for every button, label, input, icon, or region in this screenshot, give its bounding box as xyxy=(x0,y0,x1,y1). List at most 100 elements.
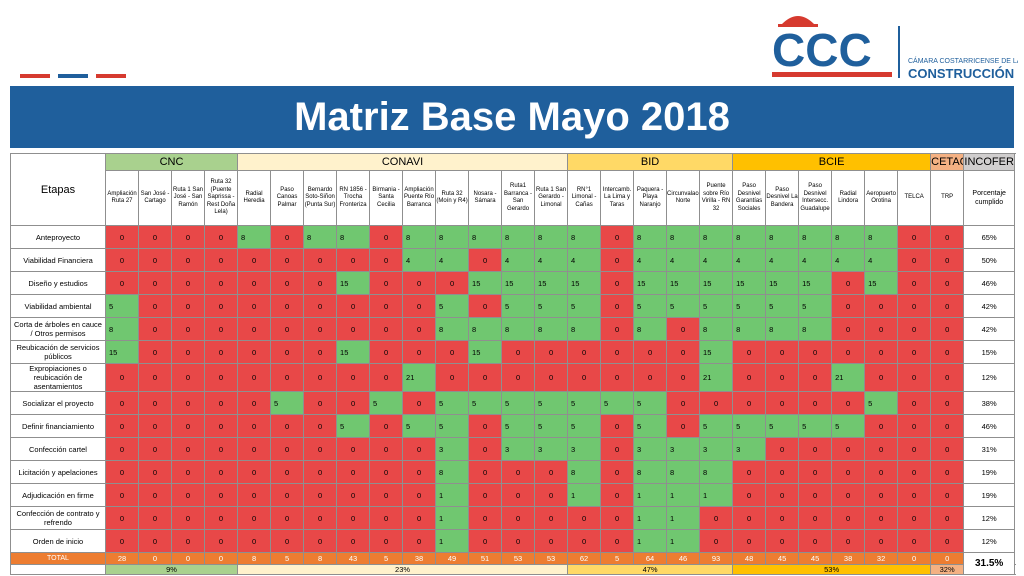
matrix-cell: 21 xyxy=(699,363,734,392)
matrix-cell: 0 xyxy=(270,225,305,249)
total-cell: 46 xyxy=(666,552,701,565)
matrix-cell: 0 xyxy=(336,483,371,507)
matrix-cell: 1 xyxy=(633,506,668,530)
matrix-cell: 0 xyxy=(732,506,767,530)
matrix-cell: 8 xyxy=(831,225,866,249)
project-header: RN°1 Limonal - Cañas xyxy=(567,170,602,226)
matrix-cell: 0 xyxy=(237,391,272,415)
matrix-cell: 0 xyxy=(270,414,305,438)
matrix-cell: 0 xyxy=(237,460,272,484)
matrix-cell: 3 xyxy=(534,437,569,461)
stage-label: Diseño y estudios xyxy=(10,271,106,295)
matrix-cell: 1 xyxy=(435,529,470,553)
matrix-cell: 8 xyxy=(798,225,833,249)
project-header: Paso Desnivel Intersecc. Guadalupe xyxy=(798,170,833,226)
row-percent: 19% xyxy=(963,483,1016,507)
matrix-cell: 0 xyxy=(402,317,437,341)
matrix-cell: 0 xyxy=(930,317,965,341)
matrix-cell: 0 xyxy=(171,225,205,249)
matrix-cell: 0 xyxy=(468,437,503,461)
matrix-cell: 0 xyxy=(303,363,338,392)
total-cell: 28 xyxy=(105,552,139,565)
matrix-cell: 0 xyxy=(732,391,767,415)
matrix-cell: 0 xyxy=(203,248,239,272)
table-row: Orden de inicio 0 0 0 0 0 0 0 0 0 0 1 0 0 0 0 0 1 1 0 0 0 0 0 0 0… xyxy=(10,529,1016,553)
matrix-cell: 0 xyxy=(765,506,800,530)
matrix-cell: 0 xyxy=(138,225,172,249)
matrix-cell: 0 xyxy=(765,460,800,484)
matrix-cell: 15 xyxy=(699,271,734,295)
percent-subheader: Porcentaje cumplido xyxy=(963,170,1016,226)
matrix-cell: 0 xyxy=(798,391,833,415)
matrix-cell: 4 xyxy=(501,248,536,272)
matrix-cell: 0 xyxy=(765,340,800,364)
matrix-cell: 8 xyxy=(567,317,602,341)
group-header-cetac: CETAC xyxy=(930,153,965,171)
matrix-cell: 0 xyxy=(501,529,536,553)
matrix-cell: 21 xyxy=(402,363,437,392)
matrix-cell: 0 xyxy=(237,363,272,392)
group-percent-bcie: 53% xyxy=(732,564,932,575)
svg-text:CONSTRUCCIÓN: CONSTRUCCIÓN xyxy=(908,66,1014,81)
hard-hat-icon xyxy=(778,16,818,27)
matrix-cell: 4 xyxy=(831,248,866,272)
matrix-cell: 5 xyxy=(732,414,767,438)
project-header: Aeropuerto Orotina xyxy=(864,170,899,226)
total-cell: 32 xyxy=(864,552,899,565)
matrix-cell: 0 xyxy=(798,529,833,553)
row-percent: 12% xyxy=(963,506,1016,530)
matrix-cell: 0 xyxy=(369,271,404,295)
group-header-incofer: INCOFER xyxy=(963,153,1016,171)
matrix-cell: 1 xyxy=(633,483,668,507)
matrix-cell: 5 xyxy=(534,391,569,415)
matrix-cell: 5 xyxy=(633,294,668,318)
table-row: Reubicación de servicios públicos 15 0 0 0 0 0… xyxy=(10,340,1016,364)
row-percent: 31% xyxy=(963,437,1016,461)
matrix-cell: 8 xyxy=(666,460,701,484)
matrix-cell: 5 xyxy=(831,414,866,438)
matrix-cell: 5 xyxy=(501,391,536,415)
stage-label: Socializar el proyecto xyxy=(10,391,106,415)
matrix-cell: 0 xyxy=(930,460,965,484)
matrix-cell: 0 xyxy=(171,437,205,461)
matrix-cell: 0 xyxy=(864,437,899,461)
matrix-cell: 0 xyxy=(600,248,635,272)
matrix-cell: 0 xyxy=(468,483,503,507)
matrix-cell: 0 xyxy=(402,483,437,507)
group-header-bid: BID xyxy=(567,153,734,171)
matrix-cell: 0 xyxy=(336,460,371,484)
project-header: Ampliación Ruta 27 xyxy=(105,170,139,226)
matrix-cell: 0 xyxy=(732,363,767,392)
matrix-cell: 0 xyxy=(303,529,338,553)
project-header: TELCA xyxy=(897,170,932,226)
matrix-cell: 8 xyxy=(468,317,503,341)
matrix-cell: 0 xyxy=(798,483,833,507)
overall-percent: 31.5% xyxy=(963,552,1016,575)
title-banner: Matriz Base Mayo 2018 xyxy=(10,86,1014,148)
row-percent: 12% xyxy=(963,529,1016,553)
matrix-cell: 0 xyxy=(930,271,965,295)
matrix-cell: 0 xyxy=(138,506,172,530)
matrix-cell: 0 xyxy=(138,317,172,341)
matrix-cell: 0 xyxy=(336,317,371,341)
matrix-cell: 0 xyxy=(864,529,899,553)
matrix-cell: 5 xyxy=(105,294,139,318)
matrix-cell: 0 xyxy=(897,248,932,272)
matrix-cell: 0 xyxy=(864,363,899,392)
matrix-cell: 5 xyxy=(567,294,602,318)
matrix-cell: 1 xyxy=(567,483,602,507)
matrix-cell: 0 xyxy=(798,363,833,392)
matrix-cell: 0 xyxy=(765,483,800,507)
total-cell: 0 xyxy=(138,552,172,565)
matrix-cell: 0 xyxy=(897,363,932,392)
matrix-cell: 3 xyxy=(732,437,767,461)
project-header: Puente sobre Río Virilla - RN 32 xyxy=(699,170,734,226)
matrix-cell: 0 xyxy=(402,460,437,484)
matrix-cell: 0 xyxy=(402,437,437,461)
matrix-cell: 0 xyxy=(237,506,272,530)
matrix-cell: 0 xyxy=(105,363,139,392)
table-row: Definir financiamiento 0 0 0 0 0 0 0 5 0 5 5 0 5 5 5 0 5 0… xyxy=(10,414,1016,438)
matrix-cell: 15 xyxy=(105,340,139,364)
matrix-cell: 0 xyxy=(897,294,932,318)
matrix-cell: 0 xyxy=(897,271,932,295)
